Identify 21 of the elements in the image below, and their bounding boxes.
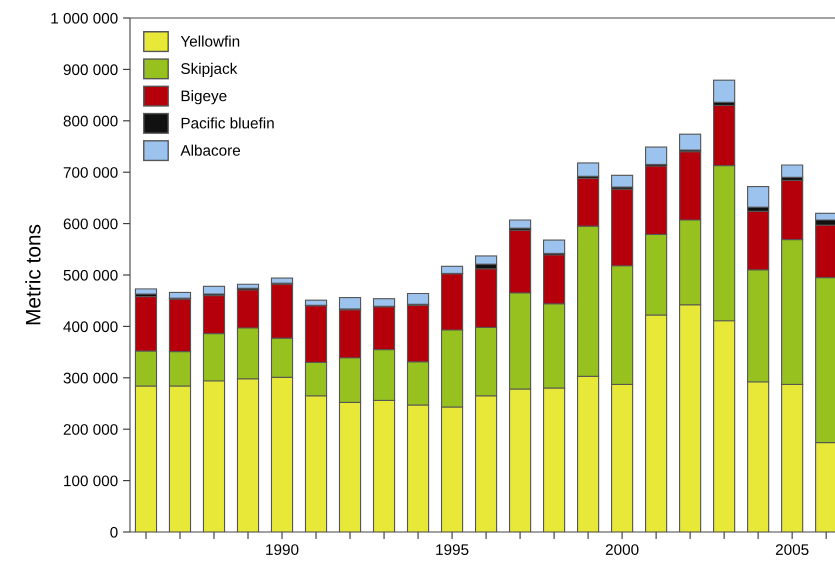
y-tick-label: 700 000	[64, 167, 118, 178]
legend-label: Yellowfin	[180, 36, 240, 47]
y-axis-title: Metric tons	[25, 224, 41, 324]
x-tick-label: 1990	[266, 544, 298, 556]
y-tick-label: 0	[110, 526, 118, 538]
y-tick-label: 100 000	[64, 475, 118, 486]
x-tick-label: 2000	[606, 544, 639, 556]
y-tick-label: 1 000 000	[51, 12, 118, 24]
y-tick-label: 400 000	[63, 321, 118, 332]
x-tick-label: 2005	[776, 544, 809, 556]
legend-label: Bigeye	[182, 90, 226, 104]
y-tick-label: 300 000	[64, 372, 118, 384]
legend-label: Skipjack	[181, 62, 238, 78]
x-tick-label: 1995	[436, 544, 468, 556]
y-tick-label: 900 000	[64, 64, 118, 76]
y-tick-label: 600 000	[64, 218, 118, 230]
y-tick-label: 200 000	[64, 424, 118, 435]
y-tick-label: 500 000	[64, 270, 118, 281]
y-tick-label: 800 000	[64, 116, 118, 126]
legend-label: Albacore	[180, 144, 240, 156]
legend-label: Pacific bluefin	[182, 117, 274, 129]
